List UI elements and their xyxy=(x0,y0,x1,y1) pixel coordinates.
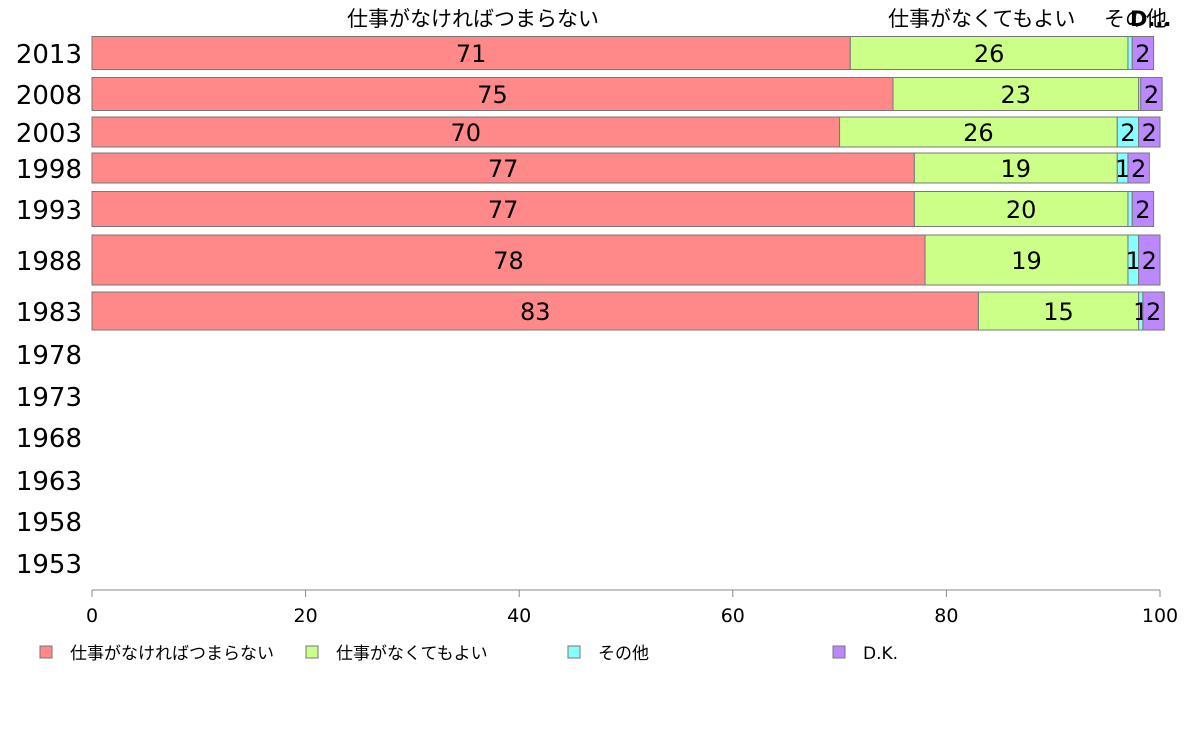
bar-segment xyxy=(839,116,1118,148)
bar-segment xyxy=(91,291,979,331)
data-label: 19 xyxy=(1001,155,1032,183)
y-tick-label: 2008 xyxy=(16,81,82,111)
bar-segment xyxy=(91,36,851,70)
data-label: 20 xyxy=(1006,196,1037,224)
bar-segment xyxy=(1127,36,1133,70)
bar-segment xyxy=(924,234,1129,286)
y-tick-label: 1988 xyxy=(16,247,82,277)
data-label: 2 xyxy=(1142,247,1157,275)
data-label: 26 xyxy=(974,40,1005,68)
bar-segment xyxy=(1140,77,1163,111)
bar-segment xyxy=(1138,116,1161,148)
y-tick-label: 1998 xyxy=(16,155,82,185)
data-label: 2 xyxy=(1135,196,1150,224)
y-tick-label: 2013 xyxy=(16,40,82,70)
y-tick-label: 1958 xyxy=(16,508,82,538)
bar-segment xyxy=(913,191,1129,227)
data-label: 2 xyxy=(1131,155,1146,183)
data-label: 1 xyxy=(1126,247,1141,275)
x-tick-label: 60 xyxy=(721,605,745,627)
data-label: 26 xyxy=(963,119,994,147)
data-label: 2 xyxy=(1142,119,1157,147)
data-label: 19 xyxy=(1011,247,1042,275)
data-label: 2 xyxy=(1120,119,1135,147)
y-tick-label: 1973 xyxy=(16,383,82,413)
bar-segment xyxy=(1127,191,1133,227)
y-tick-label: 1963 xyxy=(16,467,82,497)
data-label: 1 xyxy=(1115,155,1130,183)
bar-segment xyxy=(1138,234,1161,286)
top-series-label: D... xyxy=(1130,7,1171,31)
data-label: 77 xyxy=(488,196,519,224)
bar-segment xyxy=(1142,291,1165,331)
bar-segment xyxy=(1127,152,1150,184)
legend-swatch xyxy=(832,645,846,659)
bar-segment xyxy=(91,152,915,184)
data-label: 83 xyxy=(520,298,551,326)
legend-swatch xyxy=(39,645,53,659)
x-tick-label: 100 xyxy=(1142,605,1178,627)
legend-label: 仕事がなくてもよい xyxy=(336,644,488,664)
top-series-label: その他 xyxy=(1104,7,1167,31)
legend-label: 仕事がなければつまらない xyxy=(70,644,274,664)
y-tick-label: 1983 xyxy=(16,298,82,328)
data-label: 2 xyxy=(1146,298,1161,326)
top-series-label: 仕事がなくてもよい xyxy=(888,7,1075,31)
x-tick-label: 0 xyxy=(86,605,98,627)
data-label: 2 xyxy=(1135,40,1150,68)
data-label: 70 xyxy=(451,119,482,147)
bar-segment xyxy=(849,36,1129,70)
x-tick-label: 20 xyxy=(294,605,318,627)
data-label: 2 xyxy=(1144,81,1159,109)
legend-swatch xyxy=(567,645,581,659)
top-series-label: 仕事がなければつまらない xyxy=(347,7,599,31)
data-label: 75 xyxy=(477,81,508,109)
legend-swatch xyxy=(305,645,319,659)
bar-segment xyxy=(1131,36,1155,70)
bar-segment xyxy=(91,234,926,286)
bar-segment xyxy=(91,116,841,148)
data-label: 15 xyxy=(1043,298,1074,326)
data-label: 23 xyxy=(1001,81,1032,109)
y-tick-label: 2003 xyxy=(16,119,82,149)
data-label: 78 xyxy=(493,247,524,275)
bar-segment xyxy=(1131,191,1155,227)
bar-segment xyxy=(91,191,915,227)
y-tick-label: 1993 xyxy=(16,196,82,226)
data-label: 77 xyxy=(488,155,519,183)
data-label: 71 xyxy=(456,40,487,68)
y-tick-label: 1968 xyxy=(16,424,82,454)
legend-label: その他 xyxy=(598,644,649,664)
x-tick-label: 40 xyxy=(507,605,531,627)
y-tick-label: 1978 xyxy=(16,341,82,371)
bar-segment xyxy=(977,291,1140,331)
bar-segment xyxy=(91,77,894,111)
y-tick-label: 1953 xyxy=(16,550,82,580)
legend-label: D.K. xyxy=(863,644,898,664)
x-tick-label: 80 xyxy=(934,605,958,627)
bar-segment xyxy=(892,77,1140,111)
